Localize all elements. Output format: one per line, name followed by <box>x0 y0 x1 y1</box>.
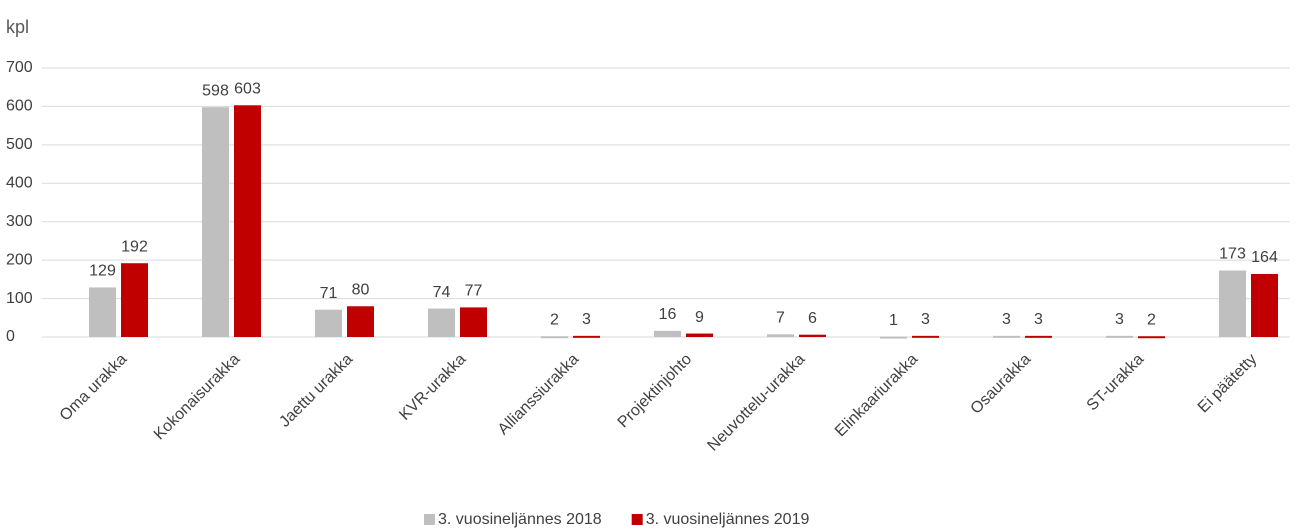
data-label: 6 <box>808 310 817 327</box>
legend-label: 3. vuosineljännes 2019 <box>646 511 810 528</box>
data-label: 80 <box>352 281 370 298</box>
bar <box>1138 336 1165 339</box>
legend-label: 3. vuosineljännes 2018 <box>438 511 602 528</box>
bar <box>912 335 939 338</box>
x-tick-label: Kokonaisurakka <box>151 351 244 444</box>
data-label: 7 <box>776 310 785 327</box>
x-tick-label: Elinkaariurakka <box>832 351 921 440</box>
bar <box>799 334 826 337</box>
data-label: 192 <box>121 238 148 255</box>
bar <box>428 308 455 337</box>
data-label: 9 <box>695 309 704 326</box>
x-tick-label: Allianssiurakka <box>495 351 583 439</box>
data-label: 3 <box>582 311 591 328</box>
data-label: 129 <box>89 263 116 280</box>
bar <box>686 333 713 337</box>
data-label: 2 <box>550 311 559 328</box>
legend-swatch <box>631 514 643 525</box>
bar <box>993 335 1020 338</box>
bar <box>1106 335 1133 338</box>
x-tick-label: ST-urakka <box>1084 351 1148 415</box>
data-label: 16 <box>659 306 677 323</box>
data-label: 77 <box>465 283 483 300</box>
data-label: 598 <box>202 82 229 99</box>
data-label: 3 <box>1002 311 1011 328</box>
legend-swatch <box>424 514 435 525</box>
data-label: 2 <box>1147 311 1156 328</box>
bar <box>234 105 261 337</box>
bar <box>1251 273 1278 337</box>
y-tick-label: 500 <box>6 136 33 153</box>
bar <box>121 263 148 337</box>
y-tick-label: 200 <box>6 251 33 268</box>
bar <box>1219 270 1246 337</box>
x-tick-label: Ei päätetty <box>1195 351 1260 416</box>
data-label: 71 <box>320 285 338 302</box>
bar <box>541 336 568 339</box>
data-label: 74 <box>433 284 451 301</box>
y-axis-label: kpl <box>6 17 29 37</box>
bar <box>89 287 116 337</box>
bar <box>1025 335 1052 338</box>
bar <box>654 330 681 337</box>
x-tick-label: Jaettu urakka <box>276 351 356 431</box>
x-tick-label: KVR-urakka <box>396 351 469 424</box>
y-tick-label: 600 <box>6 98 33 115</box>
data-label: 173 <box>1219 246 1246 263</box>
data-label: 1 <box>889 312 898 329</box>
data-label: 3 <box>1034 311 1043 328</box>
bar <box>202 107 229 337</box>
x-tick-label: Oma urakka <box>57 351 131 425</box>
y-tick-label: 0 <box>6 328 15 345</box>
y-tick-label: 400 <box>6 175 33 192</box>
x-tick-label: Projektinjohto <box>615 351 696 432</box>
data-label: 3 <box>1115 311 1124 328</box>
y-tick-label: 700 <box>6 59 33 76</box>
data-label: 164 <box>1251 249 1278 266</box>
x-tick-label: Osaurakka <box>968 351 1035 418</box>
bar <box>315 309 342 337</box>
bar <box>347 306 374 337</box>
y-tick-label: 300 <box>6 213 33 230</box>
data-label: 3 <box>921 311 930 328</box>
x-tick-label: Neuvottelu-urakka <box>704 351 808 455</box>
y-tick-label: 100 <box>6 290 33 307</box>
bar <box>573 335 600 338</box>
bar <box>880 336 907 339</box>
data-label: 603 <box>234 80 261 97</box>
bar <box>767 334 794 337</box>
bar <box>460 307 487 337</box>
